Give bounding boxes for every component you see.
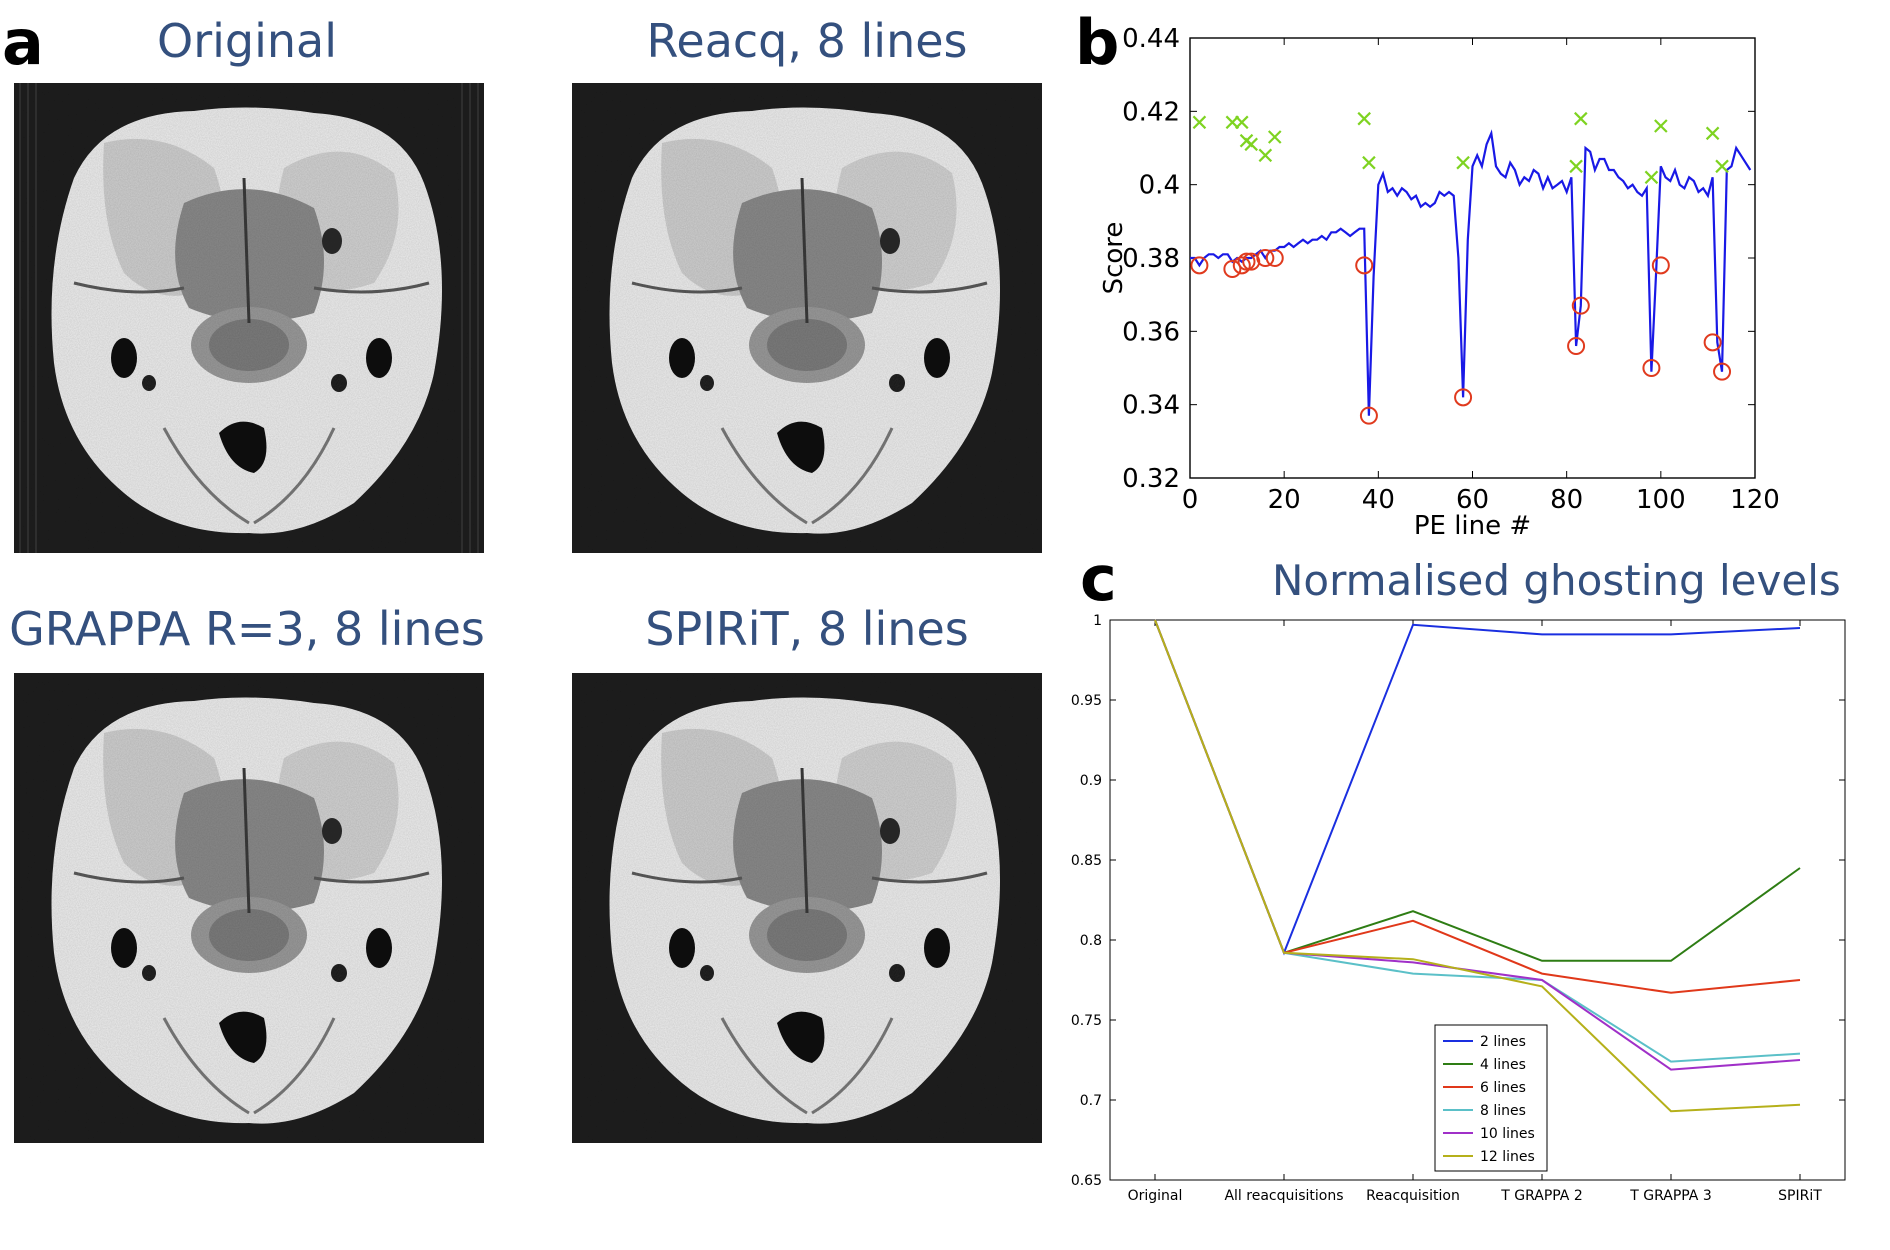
chart-c-title: Normalised ghosting levels <box>1272 556 1841 605</box>
cross-marker <box>1456 155 1470 170</box>
x-tick-label: Original <box>1128 1188 1183 1204</box>
y-tick-label: 0.7 <box>1080 1093 1102 1109</box>
circle-marker <box>1223 260 1242 278</box>
x-axis-label: PE line # <box>1414 511 1531 541</box>
cross-marker <box>1574 111 1588 126</box>
cross-marker <box>1258 148 1273 163</box>
x-tick-label: Reacquisition <box>1366 1188 1460 1204</box>
cross-marker <box>1654 119 1668 133</box>
circle-marker <box>1237 252 1256 271</box>
image-title-reacq: Reacq, 8 lines <box>646 14 968 68</box>
cross-marker <box>1569 159 1583 174</box>
circle-marker <box>1265 249 1284 267</box>
legend-label: 6 lines <box>1480 1080 1526 1096</box>
circle-marker <box>1454 388 1473 407</box>
x-tick-label: 20 <box>1268 485 1301 515</box>
plot-frame <box>1189 37 1756 479</box>
circle-marker <box>1567 337 1586 355</box>
cross-marker <box>1192 115 1207 130</box>
y-tick-label: 0.44 <box>1122 24 1180 54</box>
x-tick-label: 120 <box>1730 485 1780 515</box>
image-title-original: Original <box>156 14 337 68</box>
y-tick-label: 0.9 <box>1080 773 1102 789</box>
legend-label: 12 lines <box>1480 1149 1535 1165</box>
score-line <box>1190 129 1752 416</box>
x-tick-label: SPIRiT <box>1778 1188 1822 1204</box>
y-tick-label: 0.36 <box>1122 317 1180 347</box>
y-tick-label: 0.65 <box>1071 1173 1102 1189</box>
cross-marker <box>1705 126 1720 141</box>
y-tick-label: 0.4 <box>1139 171 1180 201</box>
x-tick-label: 60 <box>1456 485 1489 515</box>
chart-b: 0.32 0.34 0.36 0.38 0.4 0.42 0.44 0 20 40 60 80 100 1… <box>1099 24 1780 541</box>
series-line <box>1154 619 1801 1113</box>
panel-letter-a: a <box>2 6 44 79</box>
y-tick-label: 0.34 <box>1122 391 1180 421</box>
y-tick-label: 1 <box>1093 613 1102 629</box>
circle-marker <box>1713 362 1732 381</box>
x-tick-label: 100 <box>1636 485 1686 515</box>
panel-letter-b: b <box>1075 6 1120 79</box>
circle-marker <box>1651 256 1670 275</box>
x-tick-label: 80 <box>1550 485 1583 515</box>
x-tick-label: 40 <box>1362 485 1395 515</box>
y-axis-label: Score <box>1099 222 1129 295</box>
circle-marker <box>1256 249 1275 267</box>
y-tick-label: 0.75 <box>1071 1013 1102 1029</box>
cross-marker <box>1644 170 1659 185</box>
mri-image-grappa <box>14 673 484 1143</box>
x-tick-label: T GRAPPA 2 <box>1500 1188 1583 1204</box>
circle-marker <box>1359 406 1378 425</box>
y-tick-label: 0.42 <box>1122 97 1180 127</box>
mri-image-spirit <box>572 673 1042 1143</box>
circle-marker <box>1190 256 1209 275</box>
x-tick-label: All reacquisitions <box>1224 1188 1343 1204</box>
panel-letter-c: c <box>1080 542 1117 615</box>
circle-marker <box>1355 256 1374 275</box>
y-tick-label: 0.38 <box>1122 244 1180 274</box>
circle-marker <box>1571 296 1590 315</box>
y-tick-label: 0.95 <box>1071 693 1102 709</box>
mri-image-original <box>14 83 484 553</box>
legend-box <box>1434 1024 1548 1172</box>
circle-marker <box>1232 256 1251 275</box>
x-tick-label: 0 <box>1182 485 1199 515</box>
mri-image-reacq <box>572 83 1042 553</box>
image-title-grappa: GRAPPA R=3, 8 lines <box>9 602 485 656</box>
legend-label: 2 lines <box>1480 1034 1526 1050</box>
chart-c: 0.65 0.7 0.75 0.8 0.85 0.9 0.95 1 Original All re… <box>1071 613 1846 1204</box>
legend-label: 8 lines <box>1480 1103 1526 1119</box>
cross-marker <box>1357 111 1371 126</box>
cross-marker <box>1362 155 1376 170</box>
y-tick-label: 0.8 <box>1080 933 1102 949</box>
y-tick-label: 0.85 <box>1071 853 1102 869</box>
cross-marker <box>1244 137 1258 152</box>
circle-marker <box>1642 359 1661 377</box>
cross-marker <box>1235 115 1249 130</box>
circle-marker <box>1703 333 1722 352</box>
image-title-spirit: SPIRiT, 8 lines <box>645 602 969 656</box>
y-tick-label: 0.32 <box>1122 464 1180 494</box>
x-tick-label: T GRAPPA 3 <box>1629 1188 1712 1204</box>
cross-marker <box>1715 159 1729 174</box>
legend-label: 10 lines <box>1480 1126 1535 1142</box>
cross-marker <box>1267 130 1282 144</box>
legend-label: 4 lines <box>1480 1057 1526 1073</box>
